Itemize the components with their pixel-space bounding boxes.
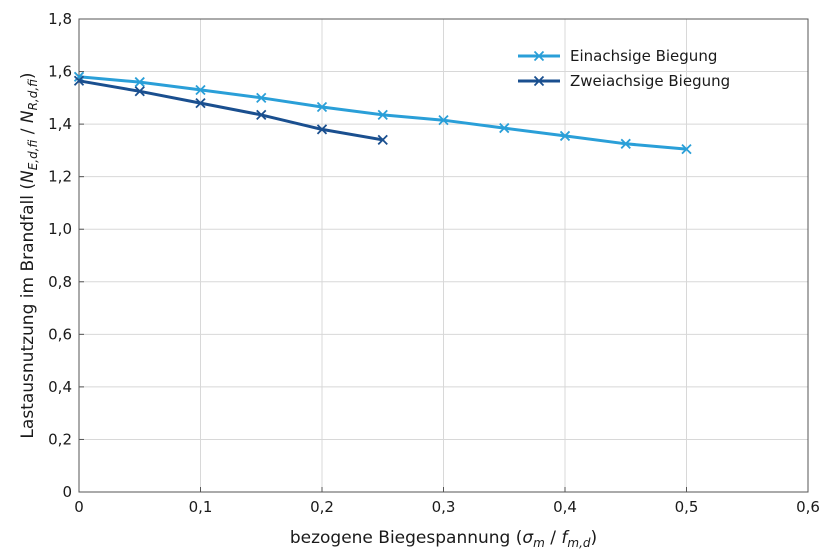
series-1-point <box>195 84 206 96</box>
x-axis-title-den-sub: m,d <box>567 536 591 549</box>
y-tick-label: 0,4 <box>48 378 72 396</box>
series-1-point <box>499 122 510 134</box>
x-axis-title-sep: / <box>545 528 562 548</box>
series-1 <box>73 71 692 155</box>
x-tick-label: 0,6 <box>796 498 820 516</box>
x-tick-label: 0,3 <box>432 498 456 516</box>
y-tick-label: 1,6 <box>48 63 72 81</box>
y-tick-label: 1,2 <box>48 168 72 186</box>
series-1-point <box>377 109 388 121</box>
series-2-point <box>256 109 267 121</box>
x-axis-title-den: f <box>561 528 570 548</box>
y-tick-labels: 0 0,2 0,4 0,6 0,8 1,0 1,2 1,4 1,6 1,8 <box>48 10 72 501</box>
y-axis-title-suffix: ) <box>18 72 38 79</box>
grid <box>78 18 809 493</box>
series-layer <box>73 71 692 155</box>
legend-swatch-marker <box>533 50 545 62</box>
y-tick-label: 0,8 <box>48 273 72 291</box>
x-tick-label: 0,1 <box>189 498 213 516</box>
y-axis-title-num-sub: E,d,fi <box>26 139 40 170</box>
y-axis-title: Lastausnutzung im Brandfall (NE,d,fi / N… <box>18 72 40 438</box>
y-axis-title-num: N <box>18 170 38 183</box>
series-1-point <box>316 101 328 113</box>
series-2-point <box>377 134 388 146</box>
x-tick-label: 0 <box>74 498 84 516</box>
x-tick-labels: 0 0,1 0,2 0,3 0,4 0,5 0,6 <box>74 498 820 516</box>
legend-item: Zweiachsige Biegung <box>518 72 730 90</box>
x-tick-label: 0,4 <box>553 498 577 516</box>
series-1-point <box>681 143 692 155</box>
series-1-point <box>134 76 145 88</box>
x-tick-label: 0,2 <box>310 498 334 516</box>
series-2-point <box>134 86 145 97</box>
y-tick-label: 1,4 <box>48 115 72 133</box>
y-axis-title-sep: / <box>18 123 38 140</box>
x-axis-title-prefix: bezogene Biegespannung ( <box>290 528 523 548</box>
x-axis-title-num: σ <box>522 528 534 548</box>
series-2-line <box>78 79 384 142</box>
y-axis-title-den: N <box>18 110 38 123</box>
x-axis-title-num-sub: m <box>533 536 545 549</box>
series-1-point <box>438 115 449 126</box>
y-tick-label: 1,8 <box>48 10 72 28</box>
legend-label: Einachsige Biegung <box>570 47 717 65</box>
series-2-point <box>195 97 206 109</box>
legend-label: Zweiachsige Biegung <box>570 72 730 90</box>
series-1-point <box>559 130 571 142</box>
legend-item: Einachsige Biegung <box>518 47 717 65</box>
y-tick-label: 0,6 <box>48 325 72 343</box>
y-tick-label: 0,2 <box>48 430 72 448</box>
x-axis-title-suffix: ) <box>591 528 598 548</box>
series-2 <box>73 75 388 146</box>
legend: Einachsige Biegung Zweiachsige Biegung <box>518 47 730 90</box>
series-2-point <box>316 124 328 135</box>
y-tick-label: 0 <box>62 483 72 501</box>
x-tick-label: 0,5 <box>675 498 699 516</box>
y-axis-title-prefix: Lastausnutzung im Brandfall ( <box>18 183 38 439</box>
x-axis-title: bezogene Biegespannung (σm / fm,d) <box>290 528 597 549</box>
y-tick-label: 1,0 <box>48 220 72 238</box>
plot-frame <box>78 18 809 493</box>
series-1-point <box>620 138 631 149</box>
series-1-point <box>256 92 267 103</box>
legend-swatch-marker <box>533 75 545 87</box>
y-axis-title-den-sub: R,d,fi <box>26 79 40 111</box>
series-2-point <box>73 75 85 86</box>
